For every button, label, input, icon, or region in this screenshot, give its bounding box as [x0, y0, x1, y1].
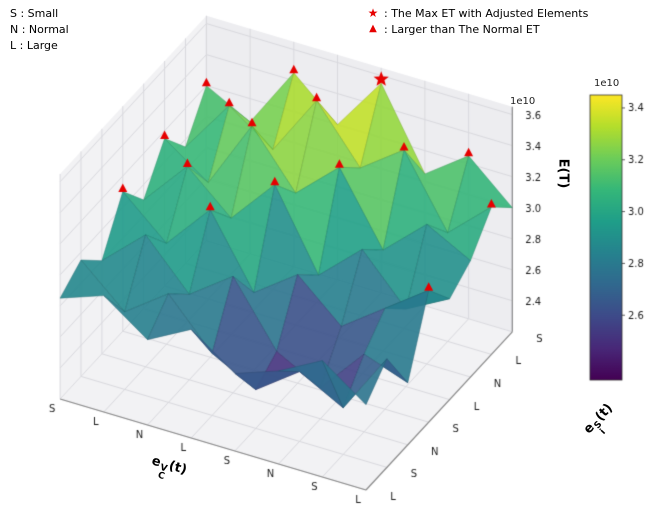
marker-legend: ★ : The Max ET with Adjusted Elements ▲ … — [366, 5, 589, 37]
x-label-sub: C — [156, 470, 166, 483]
legend-item-small: S : Small — [10, 7, 59, 20]
y-label-sub: i — [598, 427, 608, 437]
legend-item-max-et: ★ : The Max ET with Adjusted Elements — [366, 5, 589, 21]
legend-item-normal: N : Normal — [10, 23, 69, 36]
legend-item-larger-than-normal: ▲ : Larger than The Normal ET — [366, 21, 588, 37]
legend-item-large: L : Large — [10, 39, 58, 52]
triangle-icon: ▲ — [369, 23, 377, 34]
size-legend: S : Small N : Normal L : Large — [10, 6, 69, 54]
legend-text-larger-than-normal: : Larger than The Normal ET — [384, 22, 540, 36]
z-axis-label: E(T) — [555, 158, 571, 189]
z-axis-offset-text: 1e10 — [510, 96, 536, 107]
legend-text-max-et: : The Max ET with Adjusted Elements — [384, 6, 589, 20]
colorbar-offset-text: 1e10 — [594, 78, 620, 89]
star-icon: ★ — [367, 6, 379, 20]
